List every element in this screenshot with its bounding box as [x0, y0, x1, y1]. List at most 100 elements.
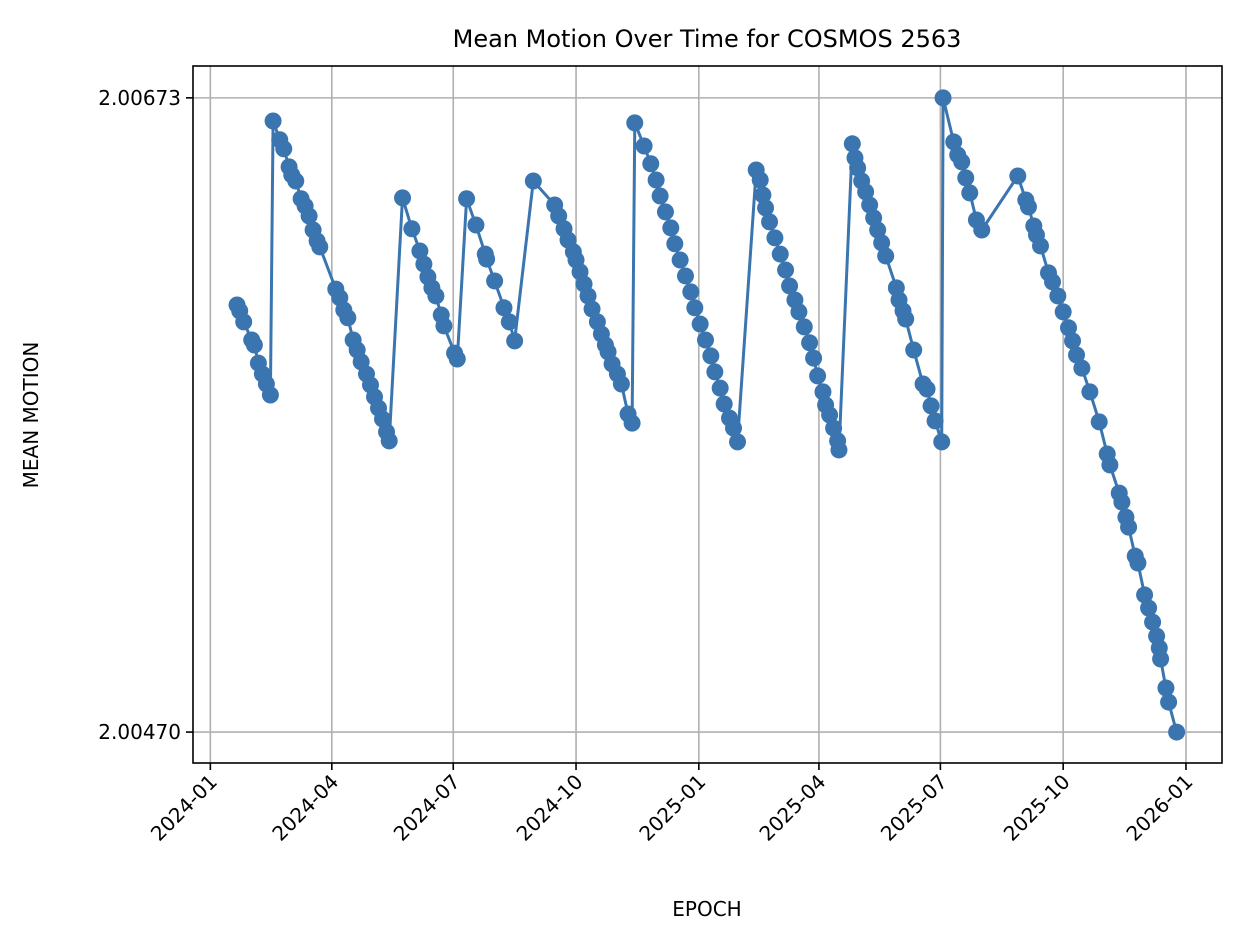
data-point — [973, 221, 991, 239]
data-point — [435, 317, 453, 335]
data-point — [761, 213, 779, 231]
data-point — [642, 155, 660, 173]
grid-lines — [193, 66, 1222, 763]
data-point — [857, 183, 875, 201]
data-point — [380, 432, 398, 450]
data-point — [918, 380, 936, 398]
data-point — [1120, 518, 1138, 536]
x-axis-label: EPOCH — [672, 897, 741, 921]
data-point — [1009, 167, 1027, 185]
plot-frame — [192, 65, 1223, 764]
data-point — [448, 350, 466, 368]
data-point — [245, 336, 263, 354]
data-point — [821, 406, 839, 424]
data-point — [849, 159, 867, 177]
data-point — [729, 433, 747, 451]
data-point — [1090, 413, 1108, 431]
data-point — [1101, 456, 1119, 474]
data-point — [1152, 650, 1170, 668]
data-point — [651, 187, 669, 205]
data-point — [877, 247, 895, 265]
data-point — [1049, 287, 1067, 305]
data-point — [1044, 273, 1062, 291]
data-point — [945, 133, 963, 151]
data-point — [486, 272, 504, 290]
data-point — [275, 140, 293, 158]
data-point — [706, 363, 724, 381]
x-tick-label: 2024-07 — [389, 770, 465, 846]
data-point — [766, 229, 784, 247]
data-point — [300, 207, 318, 225]
data-point — [1144, 613, 1162, 631]
data-point — [287, 172, 305, 190]
data-point — [264, 112, 282, 130]
data-point — [1068, 346, 1086, 364]
data-point — [1140, 599, 1158, 617]
data-point — [506, 332, 524, 350]
data-point — [1073, 359, 1091, 377]
data-point — [922, 397, 940, 415]
data-point — [953, 153, 971, 171]
x-tick-label: 2025-01 — [634, 770, 710, 846]
x-tick-label: 2024-10 — [512, 770, 588, 846]
data-point — [467, 216, 485, 234]
data-point — [415, 255, 433, 273]
data-point — [339, 309, 357, 327]
data-point — [781, 277, 799, 295]
data-point — [623, 414, 641, 432]
data-point — [1054, 303, 1072, 321]
data-point — [771, 245, 789, 263]
data-point — [1019, 198, 1037, 216]
y-tick-label: 2.00673 — [98, 86, 181, 110]
data-point — [702, 347, 720, 365]
data-point — [686, 299, 704, 317]
data-point — [830, 441, 848, 459]
data-point — [427, 287, 445, 305]
data-series — [228, 89, 1186, 741]
data-point — [795, 318, 813, 336]
data-point — [656, 203, 674, 221]
data-point — [757, 199, 775, 217]
data-point — [235, 313, 253, 331]
data-point — [394, 189, 412, 207]
data-point — [579, 287, 597, 305]
x-tick-label: 2026-01 — [1121, 770, 1197, 846]
data-point — [873, 234, 891, 252]
chart-title: Mean Motion Over Time for COSMOS 2563 — [453, 25, 962, 53]
data-point — [957, 169, 975, 187]
data-point — [814, 383, 832, 401]
y-tick-label: 2.00470 — [98, 720, 181, 744]
data-point — [676, 267, 694, 285]
data-point — [662, 219, 680, 237]
x-tick-label: 2025-07 — [876, 770, 952, 846]
data-point — [926, 412, 944, 430]
data-point — [635, 137, 653, 155]
data-point — [1081, 383, 1099, 401]
data-point — [754, 186, 772, 204]
x-tick-label: 2024-04 — [267, 770, 343, 846]
data-point — [626, 114, 644, 132]
data-point — [583, 300, 601, 318]
data-point — [933, 433, 951, 451]
data-point — [711, 379, 729, 397]
data-point — [1136, 586, 1154, 604]
data-point — [403, 220, 421, 238]
data-point — [612, 375, 630, 393]
data-point — [843, 135, 861, 153]
data-point — [715, 395, 733, 413]
data-point — [647, 171, 665, 189]
data-point — [1160, 693, 1178, 711]
data-point — [311, 238, 329, 256]
data-point — [696, 331, 714, 349]
data-point — [495, 299, 513, 317]
data-point — [790, 303, 808, 321]
x-tick-label: 2024-01 — [146, 770, 222, 846]
data-point — [934, 89, 952, 107]
data-point — [1064, 332, 1082, 350]
x-tick-label: 2025-10 — [999, 770, 1075, 846]
data-point — [1060, 319, 1078, 337]
data-point — [261, 386, 279, 404]
data-point — [550, 207, 568, 225]
data-point — [478, 250, 496, 268]
